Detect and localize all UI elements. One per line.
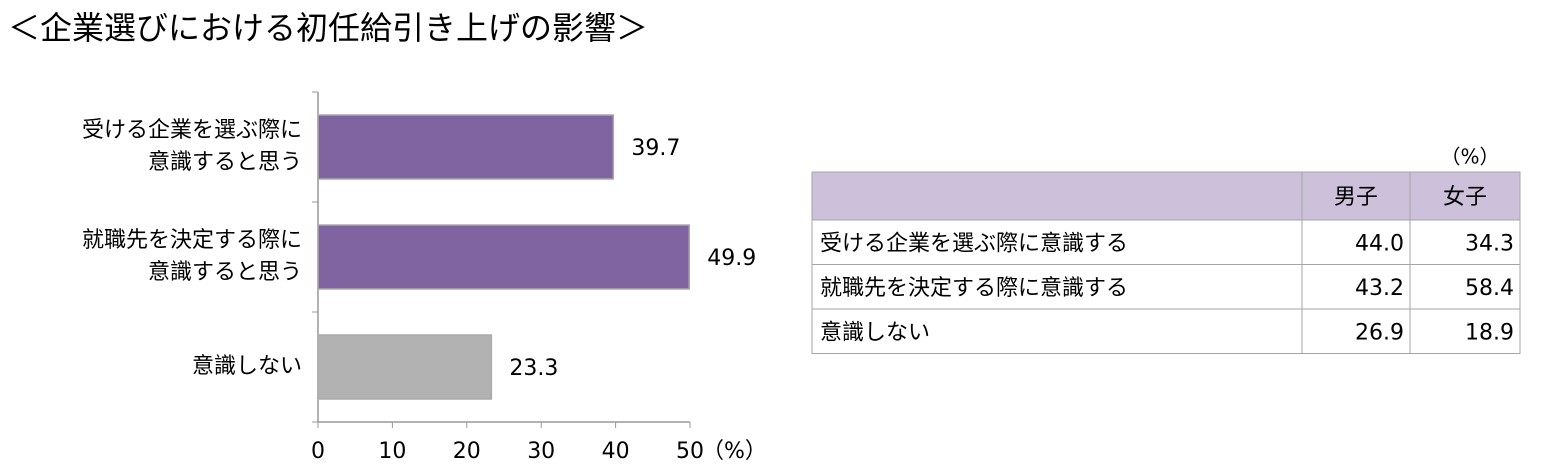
row-label: 意識しない	[820, 320, 930, 345]
category-label: 就職先を決定する際に	[82, 228, 302, 253]
cell: 26.9	[1355, 320, 1404, 345]
x-tick-label: 0	[311, 439, 325, 464]
category-label: 意識すると思う	[148, 260, 302, 285]
table-unit: （%）	[1440, 145, 1499, 169]
row-label: 受ける企業を選ぶ際に意識する	[820, 231, 1128, 256]
category-label: 意識すると思う	[148, 150, 302, 175]
table-header	[812, 172, 1520, 220]
x-tick-label: 40	[602, 439, 630, 464]
x-tick-label: 10	[378, 439, 406, 464]
bar	[317, 334, 493, 400]
x-unit: （%）	[702, 439, 767, 464]
value-label: 23.3	[509, 356, 558, 381]
bar	[317, 114, 615, 180]
category-label: 受ける企業を選ぶ際に	[82, 118, 302, 143]
x-tick-label: 30	[527, 439, 555, 464]
cell: 34.3	[1465, 231, 1514, 256]
value-label: 49.9	[707, 246, 756, 271]
bar	[317, 224, 691, 290]
category-label: 意識しない	[192, 354, 302, 379]
value-label: 39.7	[631, 136, 680, 161]
cell: 18.9	[1465, 320, 1514, 345]
x-tick-label: 50	[676, 439, 704, 464]
column-header: 女子	[1443, 185, 1487, 210]
row-label: 就職先を決定する際に意識する	[820, 276, 1128, 301]
x-tick-label: 20	[453, 439, 481, 464]
column-header: 男子	[1334, 185, 1378, 210]
cell: 58.4	[1465, 276, 1514, 301]
cell: 44.0	[1355, 231, 1404, 256]
cell: 43.2	[1355, 276, 1404, 301]
title: ＜企業選びにおける初任給引き上げの影響＞	[8, 9, 648, 47]
